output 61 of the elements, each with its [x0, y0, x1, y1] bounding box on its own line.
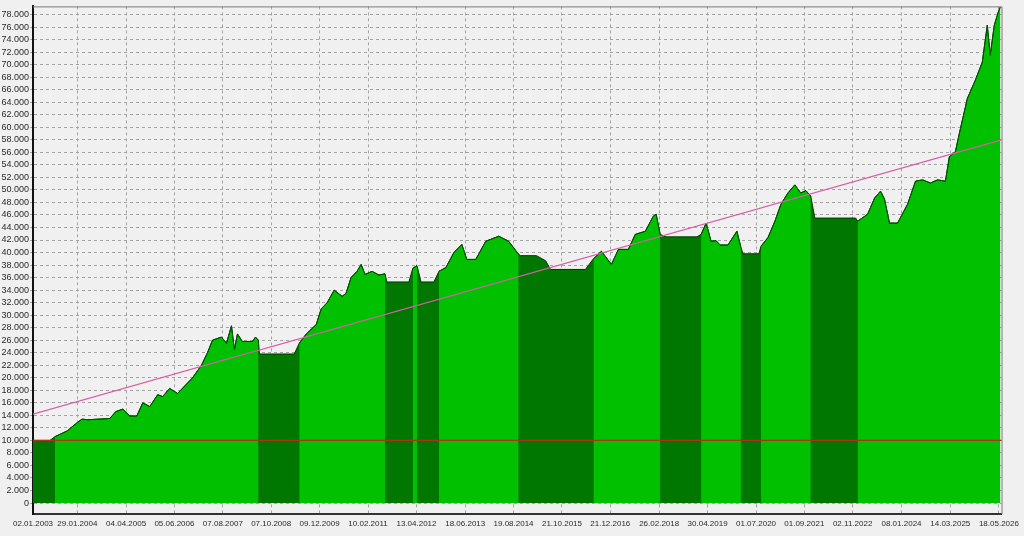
- y-tick-label: 12.000: [1, 422, 29, 433]
- y-tick-label: 56.000: [1, 146, 29, 157]
- x-tick-label: 19.08.2014: [493, 519, 535, 528]
- y-tick-label: 30.000: [1, 309, 29, 320]
- x-tick-label: 14.03.2025: [930, 519, 971, 528]
- x-tick-label: 09.12.2009: [299, 519, 341, 528]
- y-tick-label: 48.000: [1, 196, 29, 207]
- x-tick-label: 02.01.2003: [12, 519, 54, 528]
- y-tick-label: 42.000: [1, 234, 29, 245]
- y-tick-label: 52.000: [1, 171, 29, 182]
- y-tick-label: 60.000: [1, 121, 29, 132]
- y-tick-label: 54.000: [1, 159, 29, 170]
- y-tick-label: 2.000: [6, 485, 29, 495]
- x-tick-label: 21.12.2016: [590, 519, 631, 528]
- y-tick-label: 66.000: [1, 84, 29, 95]
- y-tick-label: 46.000: [1, 209, 29, 220]
- x-tick-label: 05.06.2006: [154, 519, 195, 528]
- x-tick-label: 04.04.2005: [106, 519, 147, 528]
- y-tick-label: 34.000: [1, 284, 29, 295]
- x-tick-label: 02.11.2022: [832, 519, 873, 528]
- x-tick-label: 26.02.2018: [639, 519, 680, 528]
- y-tick-label: 70.000: [1, 59, 29, 70]
- y-tick-label: 36.000: [1, 272, 29, 283]
- y-tick-label: 22.000: [1, 359, 29, 370]
- x-tick-label: 01.07.2020: [735, 519, 777, 528]
- x-tick-label: 01.09.2021: [784, 519, 825, 528]
- y-tick-label: 64.000: [1, 96, 29, 107]
- y-tick-label: 14.000: [1, 409, 29, 420]
- y-tick-label: 0: [23, 497, 29, 508]
- x-tick-label: 07.08.2007: [202, 519, 244, 528]
- y-tick-label: 58.000: [1, 134, 29, 145]
- x-tick-label: 13.04.2012: [396, 519, 438, 528]
- y-tick-label: 72.000: [1, 46, 29, 57]
- y-tick-label: 28.000: [1, 322, 29, 333]
- y-tick-label: 18.000: [1, 384, 29, 395]
- x-tick-label: 08.01.2024: [881, 519, 923, 528]
- y-tick-label: 32.000: [1, 297, 29, 308]
- x-tick-label: 21.10.2015: [541, 519, 583, 528]
- y-tick-label: 40.000: [1, 247, 29, 258]
- x-tick-label: 29.01.2004: [57, 519, 98, 528]
- y-tick-label: 44.000: [1, 221, 29, 232]
- y-tick-label: 6.000: [6, 459, 29, 470]
- x-tick-label: 18.06.2013: [445, 519, 486, 528]
- y-tick-label: 8.000: [6, 447, 29, 458]
- y-tick-label: 78.000: [1, 9, 29, 20]
- y-tick-label: 74.000: [1, 34, 29, 45]
- y-tick-label: 26.000: [1, 334, 29, 345]
- x-tick-label: 30.04.2019: [687, 519, 729, 528]
- y-tick-label: 68.000: [1, 71, 29, 82]
- y-tick-label: 38.000: [1, 259, 29, 270]
- y-tick-label: 4.000: [6, 472, 29, 483]
- y-tick-label: 50.000: [1, 184, 29, 195]
- x-tick-label: 07.10.2008: [251, 519, 292, 528]
- y-tick-label: 76.000: [1, 21, 29, 32]
- y-tick-label: 10.000: [1, 434, 29, 445]
- y-tick-label: 20.000: [1, 372, 29, 383]
- x-tick-label: 10.02.2011: [348, 519, 389, 528]
- y-tick-label: 16.000: [1, 397, 29, 408]
- y-tick-label: 62.000: [1, 109, 29, 120]
- y-tick-label: 24.000: [1, 347, 29, 358]
- x-tick-label: 18.05.2026: [978, 519, 1020, 528]
